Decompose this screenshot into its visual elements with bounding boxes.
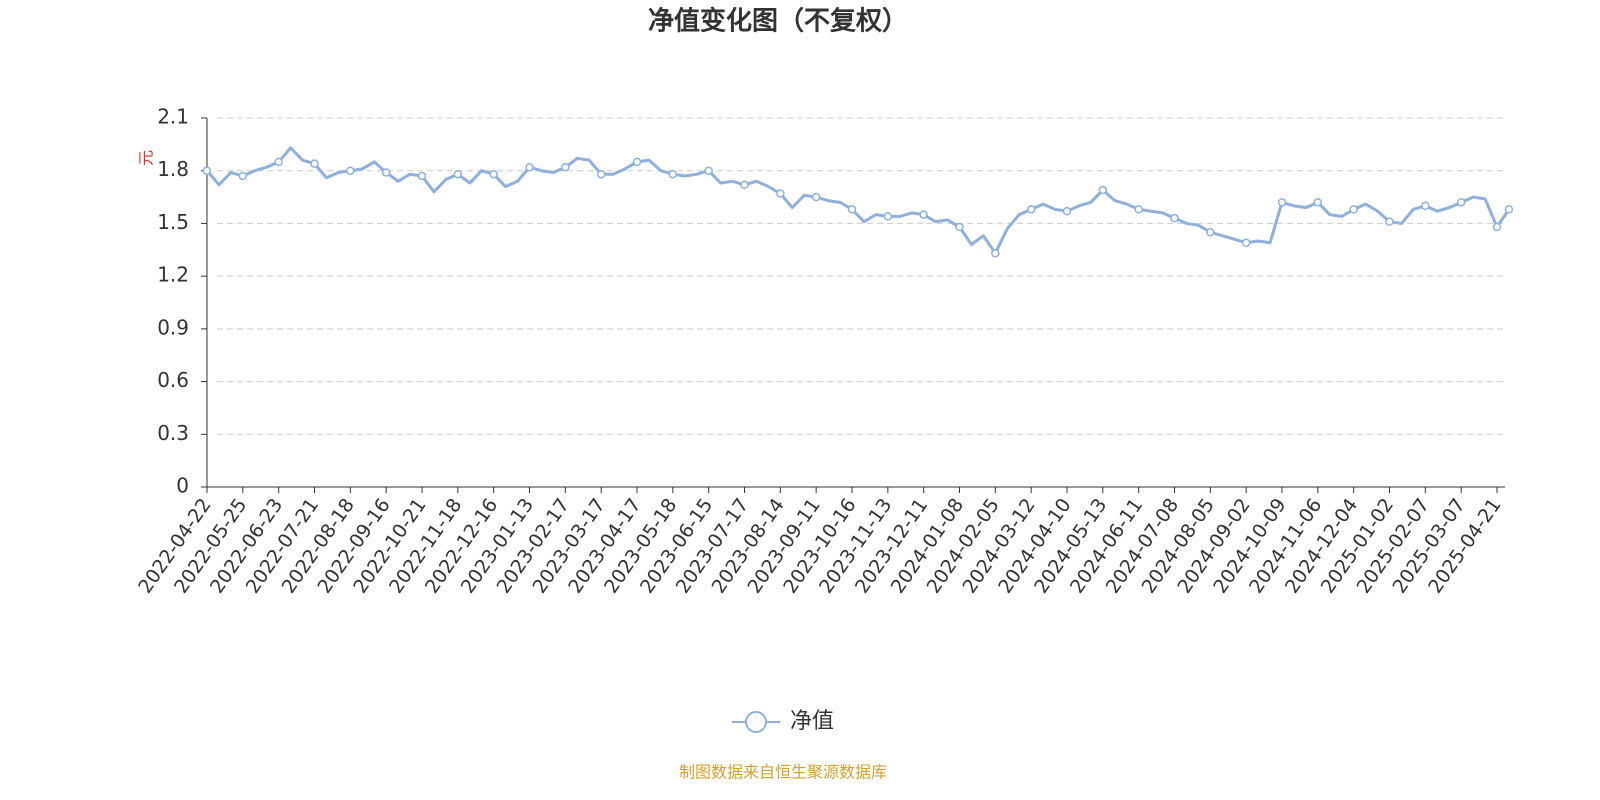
point: [525, 162, 534, 172]
point: [1170, 213, 1179, 223]
chart-title: 净值变化图（不复权）: [648, 6, 908, 37]
point: [417, 171, 427, 181]
point: [238, 171, 248, 181]
legend-symbol: [745, 711, 767, 733]
point: [1026, 205, 1036, 214]
point: [1277, 198, 1287, 207]
point: [1421, 201, 1430, 211]
point: [991, 249, 1000, 258]
y-tick-label: 1.5: [157, 210, 189, 234]
y-tick-label: 0.3: [157, 421, 189, 445]
point: [668, 169, 678, 179]
point: [381, 168, 391, 177]
y-tick-label: 1.8: [157, 157, 189, 181]
point: [274, 157, 283, 167]
legend-label: 净值: [790, 709, 834, 734]
point: [310, 159, 319, 168]
point: [1456, 198, 1466, 207]
line: [205, 146, 1511, 255]
point: [1492, 222, 1502, 232]
point: [955, 222, 964, 232]
point: [1313, 198, 1323, 207]
source-note: 制图数据来自恒生聚源数据库: [679, 763, 887, 782]
point: [776, 189, 785, 198]
point: [202, 166, 212, 175]
point: [1098, 185, 1108, 195]
point: [919, 210, 928, 219]
point: [346, 166, 355, 175]
point: [596, 169, 606, 179]
y-tick-label: 0: [176, 474, 189, 498]
point: [740, 180, 749, 190]
y-axis-label: 元: [137, 150, 156, 166]
point: [704, 166, 713, 175]
y-tick-label: 0.9: [157, 315, 189, 339]
y-tick-label: 0.6: [157, 368, 189, 392]
point: [883, 212, 893, 221]
point: [847, 205, 857, 214]
point: [453, 169, 463, 179]
point: [489, 169, 498, 179]
point: [1134, 205, 1143, 214]
point: [1062, 206, 1072, 216]
point: [1206, 227, 1215, 237]
y-tick-label: 1.2: [157, 263, 189, 287]
point: [561, 162, 570, 172]
y-tick-label: 2.1: [157, 105, 189, 129]
point: [1385, 217, 1394, 226]
point: [811, 192, 821, 202]
point: [632, 157, 642, 167]
point: [1241, 238, 1251, 248]
point: [1349, 205, 1358, 214]
point: [1504, 205, 1514, 214]
